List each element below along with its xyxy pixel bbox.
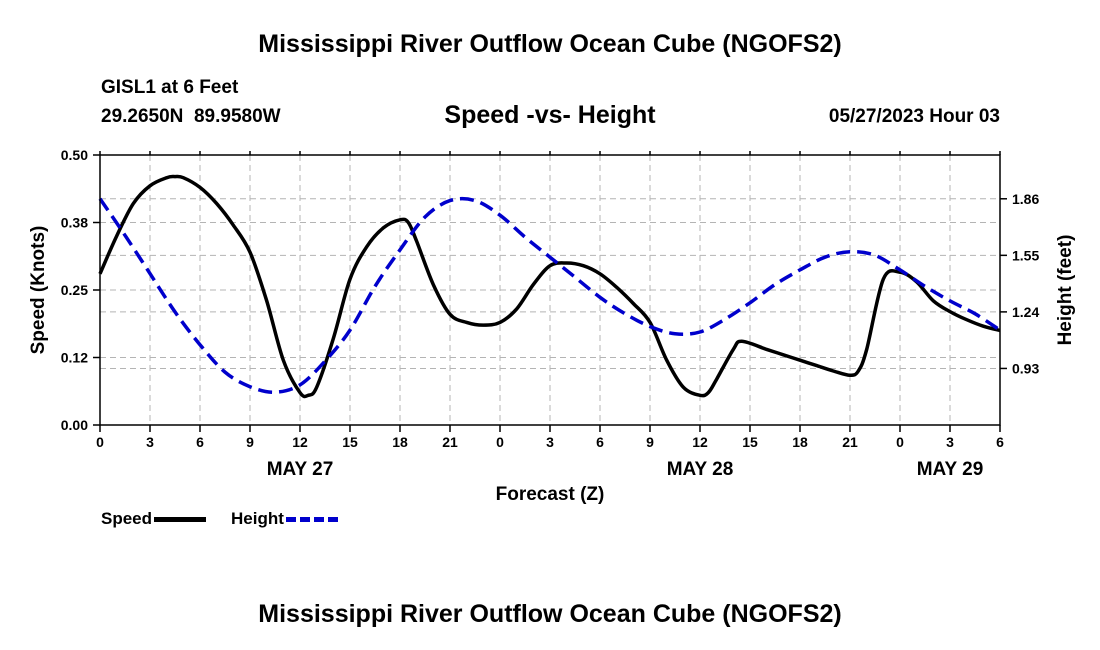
plot-frame: [99, 154, 1001, 426]
x-tick-label: 12: [692, 434, 708, 450]
y-right-tick-label: 1.55: [1012, 247, 1039, 263]
x-axis-title: Forecast (Z): [496, 484, 605, 505]
x-day-label: MAY 28: [667, 459, 734, 480]
grid-lines: [100, 155, 1000, 425]
chart-title: Mississippi River Outflow Ocean Cube (NG…: [258, 30, 842, 58]
y-right-tick-label: 1.86: [1012, 191, 1039, 207]
x-tick-label: 18: [392, 434, 408, 450]
y-right-tick-label: 1.24: [1012, 304, 1039, 320]
x-tick-label: 6: [596, 434, 604, 450]
forecast-timestamp: 05/27/2023 Hour 03: [828, 106, 1000, 127]
x-tick-label: 3: [146, 434, 154, 450]
x-tick-label: 9: [646, 434, 654, 450]
data-series: [98, 174, 1001, 399]
legend-height-label: Height: [231, 509, 284, 528]
chart-subtitle: Speed -vs- Height: [444, 101, 656, 129]
y-tick-label: 0.25: [61, 282, 88, 298]
legend-speed: Speed: [101, 509, 207, 529]
y-tick-label: 0.00: [61, 417, 88, 433]
legend-height-swatch: [285, 516, 338, 522]
y-axis-title: Speed (Knots): [28, 226, 49, 355]
legend-speed-swatch: [154, 516, 207, 522]
x-tick-label: 3: [946, 434, 954, 450]
y-tick-label: 0.12: [61, 350, 88, 366]
x-tick-label: 3: [546, 434, 554, 450]
x-tick-label: 18: [792, 434, 808, 450]
x-tick-label: 6: [196, 434, 204, 450]
legend-speed-label: Speed: [101, 509, 153, 528]
x-tick-label: 15: [742, 434, 758, 450]
y-right-tick-label: 0.93: [1012, 360, 1039, 376]
x-tick-label: 0: [896, 434, 904, 450]
y-tick-label: 0.50: [61, 147, 88, 163]
y-tick-label: 0.38: [61, 215, 88, 231]
y-right-axis-title: Height (feet): [1055, 235, 1076, 346]
legend-height: Height: [231, 509, 338, 529]
station-label: GISL1 at 6 Feet: [101, 77, 239, 98]
x-tick-label: 21: [842, 434, 858, 450]
x-day-label: MAY 27: [267, 459, 334, 480]
series-line-speed: [98, 174, 1001, 399]
x-tick-label: 15: [342, 434, 358, 450]
x-tick-label: 21: [442, 434, 458, 450]
footer-title: Mississippi River Outflow Ocean Cube (NG…: [258, 600, 842, 628]
x-tick-label: 0: [496, 434, 504, 450]
x-tick-label: 12: [292, 434, 308, 450]
x-tick-label: 9: [246, 434, 254, 450]
x-tick-label: 6: [996, 434, 1004, 450]
series-line-height: [98, 196, 1001, 394]
axis-labels: 0 3 6 9 12 15 18 21 0 3 6 9 12 15 18 21 0 3 6 0.00 0.12 0.25 0…: [28, 147, 1076, 505]
x-day-label: MAY 29: [917, 459, 984, 480]
station-coordinates: 29.2650N 89.9580W: [101, 106, 281, 127]
x-tick-label: 0: [96, 434, 104, 450]
